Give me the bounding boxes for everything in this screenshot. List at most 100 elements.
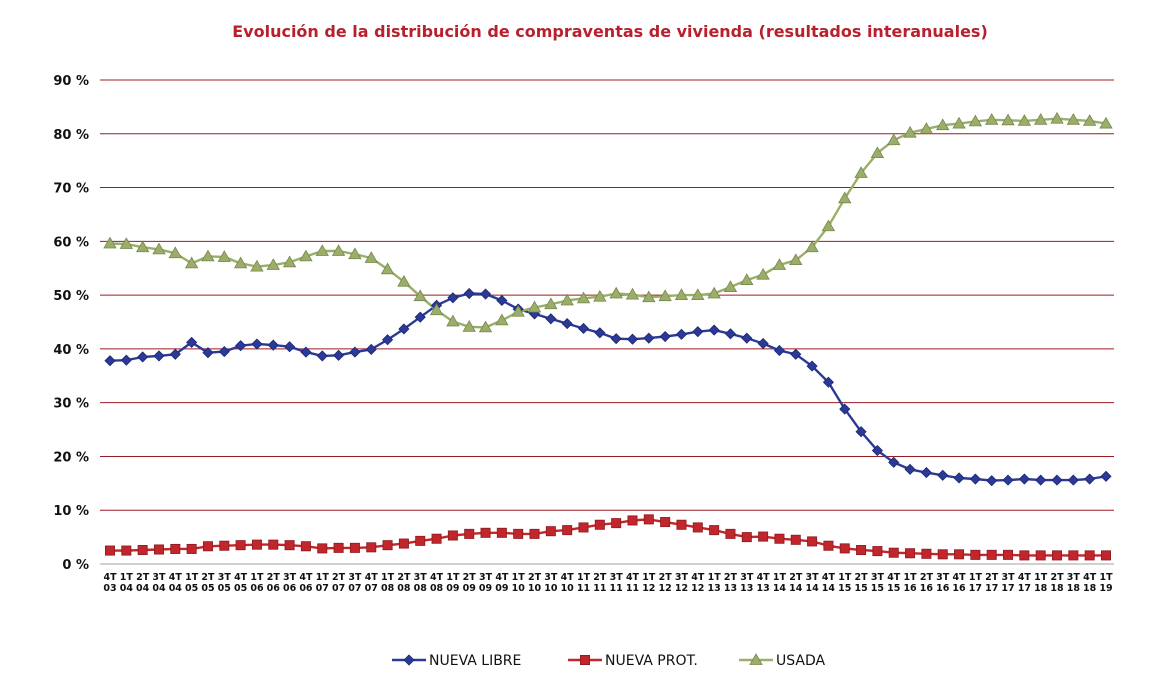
x-tick-label: 1T 17 — [969, 572, 983, 594]
data-point-usada — [1001, 113, 1015, 126]
data-point-usada — [266, 258, 280, 270]
data-point-nueva-libre — [104, 355, 116, 367]
series-lines — [109, 117, 1107, 557]
data-point-nueva-libre — [218, 346, 230, 358]
x-tick-label: 1T 12 — [642, 572, 656, 594]
data-point-nueva-libre — [137, 351, 149, 363]
x-tick-label: 1T 08 — [381, 572, 395, 594]
data-point-usada — [968, 114, 983, 127]
data-point-usada — [380, 262, 395, 275]
legend-marker-nueva-libre — [403, 654, 415, 666]
data-point-usada — [903, 125, 917, 138]
data-point-usada — [364, 251, 378, 263]
data-point-nueva-prot — [170, 543, 181, 554]
data-point-nueva-libre — [626, 333, 639, 345]
x-tick-label: 4T 08 — [430, 572, 444, 594]
data-point-nueva-prot — [856, 545, 867, 556]
data-point-nueva-libre — [496, 294, 508, 307]
x-tick-label: 4T 16 — [952, 572, 966, 594]
data-point-nueva-prot — [415, 535, 426, 546]
data-point-usada — [936, 118, 950, 131]
x-tick-label: 4T 07 — [365, 572, 379, 594]
data-point-nueva-libre — [708, 324, 720, 336]
data-point-nueva-prot — [398, 538, 409, 549]
data-point-nueva-libre — [855, 426, 867, 438]
x-tick-label: 1T 09 — [446, 572, 460, 594]
data-point-nueva-prot — [1003, 549, 1014, 560]
data-point-usada — [691, 288, 705, 301]
data-point-nueva-libre — [202, 347, 214, 359]
data-point-nueva-prot — [284, 540, 295, 551]
data-point-usada — [772, 258, 787, 270]
data-point-nueva-libre — [545, 313, 557, 325]
data-point-nueva-libre — [479, 288, 492, 300]
data-point-nueva-libre — [577, 322, 590, 335]
data-point-usada — [250, 259, 264, 272]
data-point-nueva-libre — [953, 472, 965, 484]
x-tick-label: 2T 09 — [463, 572, 477, 594]
data-point-usada — [821, 219, 836, 232]
data-point-nueva-prot — [300, 541, 311, 552]
data-point-nueva-libre — [447, 292, 459, 304]
data-point-usada — [870, 146, 885, 159]
data-point-usada — [625, 287, 640, 300]
data-point-nueva-libre — [610, 333, 622, 345]
x-tick-label: 2T 13 — [724, 572, 738, 594]
data-point-nueva-prot — [1068, 550, 1079, 561]
data-point-nueva-prot — [790, 534, 801, 545]
legend-label-usada: USADA — [776, 653, 826, 669]
x-tick-label: 4T 17 — [1018, 572, 1032, 594]
data-point-usada — [952, 116, 966, 129]
y-axis-tick-labels: 0 % 10 % 20 % 30 % 40 % 50 % 60 % 70 % 80 % 90 % — [53, 74, 89, 573]
data-point-nueva-libre — [806, 360, 818, 372]
data-point-usada — [674, 288, 689, 301]
x-tick-label: 4T 03 — [103, 572, 117, 594]
x-tick-label: 2T 08 — [397, 572, 411, 594]
data-point-nueva-prot — [758, 531, 769, 542]
data-point-nueva-libre — [153, 350, 165, 362]
y-tick-label: 90 % — [53, 74, 89, 89]
chart-title: Evolución de la distribución de comprave… — [232, 22, 988, 41]
data-point-nueva-libre — [414, 311, 426, 323]
data-point-usada — [740, 273, 754, 285]
x-tick-label: 1T 04 — [120, 572, 134, 594]
data-point-nueva-libre — [675, 328, 688, 340]
data-point-usada — [1099, 116, 1113, 129]
data-point-nueva-prot — [741, 532, 752, 543]
data-point-nueva-libre — [724, 328, 737, 340]
data-point-nueva-libre — [986, 475, 998, 487]
x-tick-label: 3T 13 — [740, 572, 754, 594]
x-tick-label: 4T 13 — [756, 572, 770, 594]
data-point-nueva-prot — [545, 526, 556, 537]
data-point-nueva-prot — [219, 540, 230, 551]
data-point-nueva-prot — [251, 539, 262, 550]
data-point-nueva-prot — [676, 519, 687, 530]
x-tick-label: 2T 11 — [593, 572, 607, 594]
data-point-nueva-prot — [643, 514, 654, 525]
data-point-nueva-prot — [1035, 550, 1046, 561]
data-point-nueva-prot — [480, 527, 491, 538]
data-point-usada — [1066, 112, 1081, 125]
data-point-nueva-libre — [1100, 470, 1112, 482]
data-point-nueva-prot — [905, 548, 916, 559]
data-point-nueva-libre — [251, 338, 263, 350]
x-tick-label: 4T 15 — [887, 572, 901, 594]
data-point-nueva-prot — [1019, 550, 1030, 561]
data-point-nueva-libre — [186, 336, 198, 349]
x-tick-label: 4T 12 — [691, 572, 705, 594]
data-point-nueva-prot — [986, 549, 997, 560]
data-point-nueva-prot — [578, 522, 589, 533]
x-tick-label: 1T 18 — [1034, 572, 1048, 594]
data-point-usada — [1050, 111, 1064, 124]
data-point-usada — [527, 300, 542, 313]
data-point-nueva-prot — [888, 547, 899, 558]
y-tick-label: 10 % — [53, 504, 89, 519]
legend-label-nueva-prot: NUEVA PROT. — [605, 653, 698, 669]
data-point-nueva-libre — [1018, 473, 1030, 485]
data-point-nueva-libre — [839, 403, 851, 415]
x-tick-label: 3T 18 — [1067, 572, 1081, 594]
data-point-usada — [1082, 114, 1097, 126]
data-point-usada — [756, 267, 770, 280]
x-tick-label: 3T 07 — [348, 572, 362, 594]
